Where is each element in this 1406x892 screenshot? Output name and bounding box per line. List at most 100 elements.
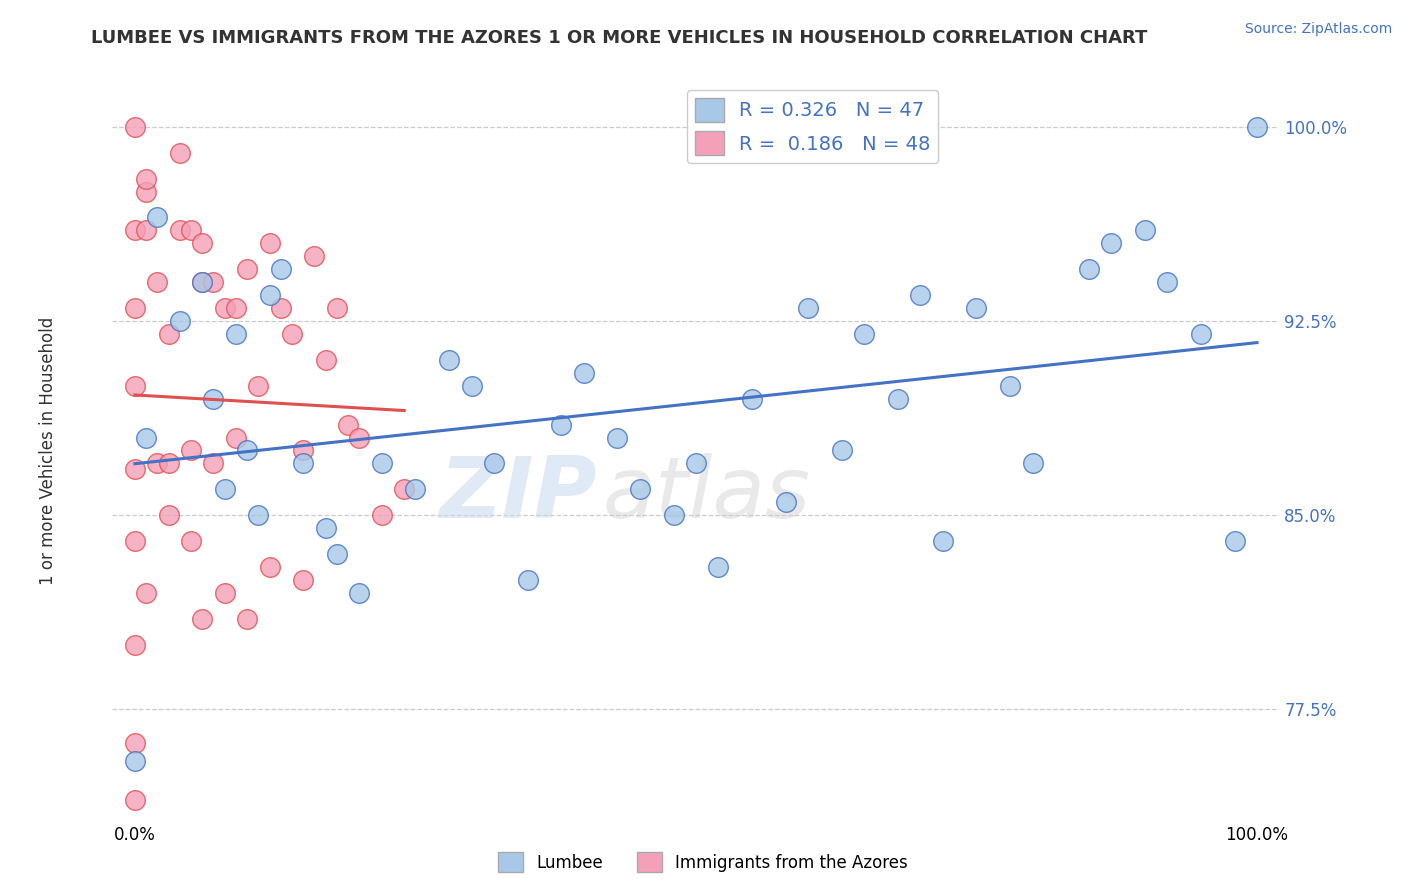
Point (169, 314, 191, 328)
Point (146, 211, 169, 225)
Point (853, 326, 876, 341)
Point (135, 430, 157, 444)
Point (1133, 223, 1156, 237)
Point (236, 262, 259, 277)
Point (606, 430, 628, 444)
Point (685, 457, 707, 471)
Point (460, 378, 482, 392)
Point (214, 301, 236, 315)
Point (191, 275, 214, 289)
Point (247, 508, 270, 523)
Point (1021, 457, 1043, 471)
Point (124, 223, 146, 237)
Point (315, 352, 337, 367)
Point (326, 547, 349, 561)
Point (135, 223, 157, 237)
Point (516, 573, 538, 587)
Point (225, 326, 247, 341)
Point (124, 301, 146, 315)
Point (124, 534, 146, 549)
Point (247, 378, 270, 392)
Point (797, 301, 820, 315)
Text: atlas: atlas (603, 453, 811, 536)
Point (550, 417, 572, 432)
Point (998, 378, 1021, 392)
Point (1223, 534, 1246, 549)
Point (124, 736, 146, 750)
Point (775, 495, 797, 509)
Point (124, 638, 146, 652)
Point (304, 249, 326, 263)
Point (292, 443, 315, 458)
Point (180, 223, 202, 237)
Point (135, 586, 157, 600)
Point (831, 443, 853, 458)
Point (124, 120, 146, 134)
Point (371, 457, 394, 471)
Point (349, 430, 371, 444)
Point (966, 301, 988, 315)
Point (270, 262, 292, 277)
Point (180, 443, 202, 458)
Point (292, 457, 315, 471)
Point (191, 275, 214, 289)
Point (437, 352, 460, 367)
Point (259, 288, 281, 302)
Point (236, 612, 259, 626)
Point (124, 793, 146, 807)
Point (214, 483, 236, 497)
Point (124, 378, 146, 392)
Point (146, 457, 169, 471)
Point (225, 430, 247, 444)
Point (146, 275, 169, 289)
Point (707, 560, 730, 574)
Point (202, 457, 225, 471)
Point (315, 521, 337, 535)
Text: 1 or more Vehicles in Household: 1 or more Vehicles in Household (39, 317, 58, 584)
Point (910, 288, 932, 302)
Point (628, 483, 651, 497)
Point (371, 508, 394, 523)
Point (259, 236, 281, 251)
Point (292, 573, 315, 587)
Point (1156, 275, 1178, 289)
Point (169, 223, 191, 237)
Point (270, 301, 292, 315)
Point (157, 457, 180, 471)
Point (349, 586, 371, 600)
Point (404, 483, 426, 497)
Point (202, 392, 225, 406)
Point (157, 508, 180, 523)
Text: Source: ZipAtlas.com: Source: ZipAtlas.com (1244, 22, 1392, 37)
Point (124, 754, 146, 768)
Point (337, 417, 360, 432)
Point (225, 301, 247, 315)
Point (741, 392, 763, 406)
Point (1099, 236, 1122, 251)
Point (392, 483, 416, 497)
Point (572, 366, 595, 380)
Legend: Lumbee, Immigrants from the Azores: Lumbee, Immigrants from the Azores (492, 846, 914, 879)
Point (157, 326, 180, 341)
Point (1246, 120, 1268, 134)
Point (191, 236, 214, 251)
Point (259, 560, 281, 574)
Text: ZIP: ZIP (439, 453, 596, 536)
Point (135, 171, 157, 186)
Point (124, 461, 146, 475)
Point (932, 534, 955, 549)
Point (191, 612, 214, 626)
Point (214, 586, 236, 600)
Point (202, 275, 225, 289)
Point (482, 457, 505, 471)
Point (662, 508, 685, 523)
Point (887, 392, 910, 406)
Point (1077, 262, 1099, 277)
Text: LUMBEE VS IMMIGRANTS FROM THE AZORES 1 OR MORE VEHICLES IN HOUSEHOLD CORRELATION: LUMBEE VS IMMIGRANTS FROM THE AZORES 1 O… (91, 29, 1147, 46)
Point (326, 301, 349, 315)
Point (169, 145, 191, 160)
Legend: R = 0.326   N = 47, R =  0.186   N = 48: R = 0.326 N = 47, R = 0.186 N = 48 (688, 90, 938, 162)
Point (135, 185, 157, 199)
Point (236, 443, 259, 458)
Point (1189, 326, 1212, 341)
